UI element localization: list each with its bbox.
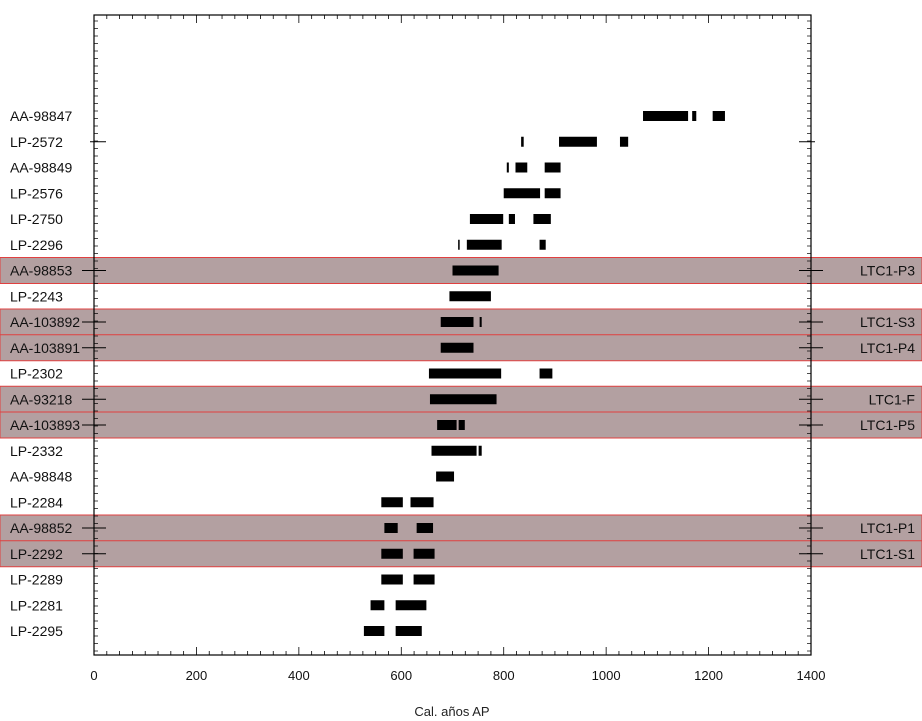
row-label: LP-2284 — [10, 494, 63, 510]
range-bar — [539, 239, 546, 250]
x-tick-label: 400 — [288, 668, 310, 683]
x-tick-label: 1200 — [694, 668, 723, 683]
highlight-band — [0, 540, 922, 568]
row-label: LP-2750 — [10, 211, 63, 227]
range-bar — [429, 394, 497, 405]
highlight-label: LTC1-P1 — [860, 520, 915, 536]
row-label: AA-98852 — [10, 520, 72, 536]
range-bar — [544, 188, 561, 199]
range-bar — [458, 420, 465, 430]
row-label: LP-2289 — [10, 572, 63, 588]
range-bar — [413, 574, 435, 585]
range-bar — [413, 548, 435, 559]
row-label: AA-93218 — [10, 391, 72, 407]
row-label: LP-2576 — [10, 185, 63, 201]
row-label: AA-103891 — [10, 340, 80, 356]
range-bar — [508, 214, 515, 224]
range-bar — [428, 368, 502, 379]
range-bar — [544, 162, 561, 173]
range-bar — [643, 111, 689, 121]
minor-ticks — [82, 15, 823, 655]
range-bar — [452, 265, 499, 276]
range-bar — [363, 626, 385, 636]
row-label: AA-103893 — [10, 417, 80, 433]
range-bar — [478, 445, 482, 456]
row-label: AA-98847 — [10, 108, 72, 124]
range-bar — [395, 600, 427, 611]
row-label: LP-2292 — [10, 546, 63, 562]
x-tick-label: 1000 — [592, 668, 621, 683]
row-label: LP-2243 — [10, 288, 63, 304]
range-bar — [619, 136, 629, 147]
row-label: AA-98848 — [10, 469, 72, 485]
highlight-label: LTC1-F — [869, 391, 915, 407]
range-bar — [521, 136, 524, 147]
range-bar — [503, 188, 541, 199]
range-bars — [363, 111, 725, 636]
x-tick-label: 800 — [493, 668, 515, 683]
range-bar — [533, 214, 551, 224]
range-bar — [381, 497, 403, 508]
row-label: AA-103892 — [10, 314, 80, 330]
x-tick-label: 200 — [186, 668, 208, 683]
row-label: LP-2295 — [10, 623, 63, 639]
range-bar — [410, 497, 434, 508]
x-tick-label: 0 — [90, 668, 97, 683]
x-tick-label: 1400 — [797, 668, 826, 683]
x-tick-label: 600 — [390, 668, 412, 683]
range-bar — [440, 342, 474, 353]
range-bar — [384, 523, 398, 533]
range-bar — [381, 548, 403, 559]
range-bar — [381, 574, 403, 585]
range-bar — [416, 523, 434, 533]
highlight-bands — [0, 257, 922, 568]
range-bar — [449, 291, 491, 302]
range-bar — [479, 317, 482, 327]
highlight-label: LTC1-P3 — [860, 263, 915, 279]
range-bar — [437, 420, 457, 430]
highlight-band — [0, 514, 922, 542]
row-label: LP-2302 — [10, 366, 63, 382]
row-label: LP-2296 — [10, 237, 63, 253]
range-bar — [458, 239, 460, 250]
range-bar — [466, 239, 502, 250]
row-label: LP-2281 — [10, 597, 63, 613]
range-bar — [395, 626, 422, 636]
range-bar — [440, 317, 474, 327]
highlight-label: LTC1-P5 — [860, 417, 915, 433]
range-bar — [692, 111, 697, 121]
row-label: LP-2572 — [10, 134, 63, 150]
row-label: LP-2332 — [10, 443, 63, 459]
row-label: AA-98853 — [10, 263, 72, 279]
highlight-label: LTC1-S1 — [860, 546, 915, 562]
row-label: AA-98849 — [10, 160, 72, 176]
range-bar — [370, 600, 385, 611]
range-bar — [506, 162, 509, 173]
row-labels: AA-98847 LP-2572 AA-98849 LP-2576 LP-2750 LP-… — [10, 108, 915, 639]
range-bar — [469, 214, 504, 224]
range-bar — [712, 111, 725, 121]
highlight-label: LTC1-S3 — [860, 314, 915, 330]
range-bar — [559, 136, 597, 147]
x-tick-labels: 0 200 400 600 800 1000 1200 1400 — [90, 668, 825, 683]
x-axis-title: Cal. años AP — [414, 704, 489, 719]
range-bar — [431, 445, 477, 456]
highlight-label: LTC1-P4 — [860, 340, 915, 356]
range-bar — [515, 162, 528, 173]
range-bar — [539, 368, 553, 379]
range-bar — [436, 471, 455, 482]
